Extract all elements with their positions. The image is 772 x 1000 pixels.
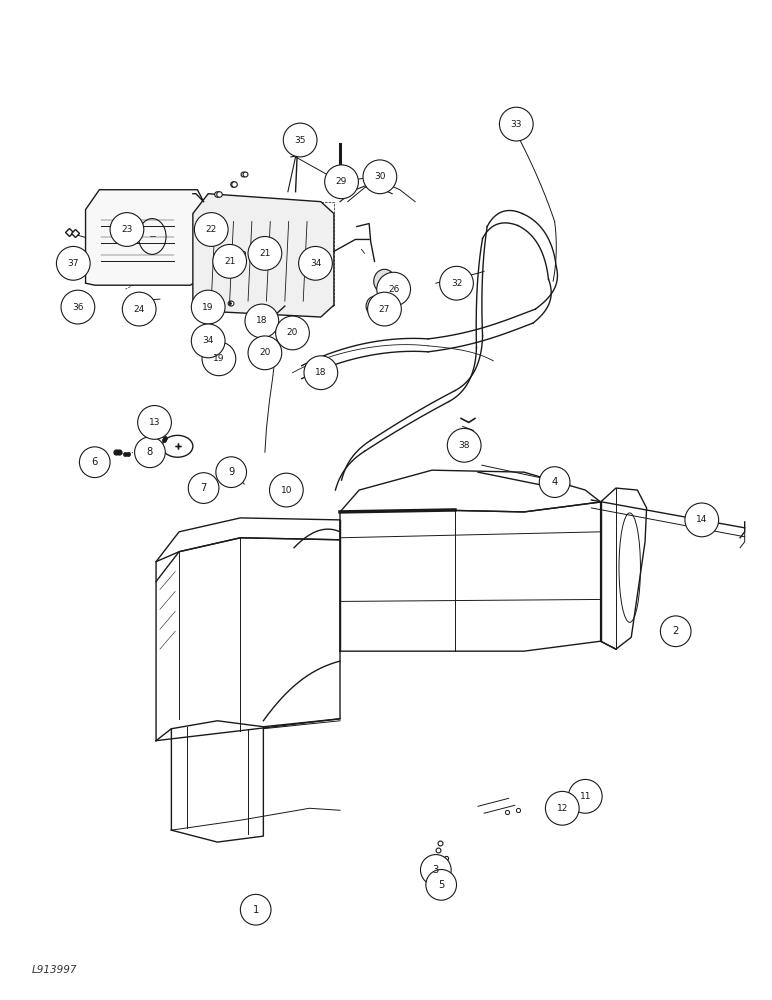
- Ellipse shape: [660, 616, 691, 647]
- Text: 21: 21: [259, 249, 271, 258]
- Ellipse shape: [367, 292, 401, 326]
- Ellipse shape: [439, 266, 473, 300]
- Ellipse shape: [56, 246, 90, 280]
- Ellipse shape: [540, 467, 570, 497]
- Text: 19: 19: [213, 354, 225, 363]
- Text: 6: 6: [92, 457, 98, 467]
- Text: 12: 12: [557, 804, 568, 813]
- Ellipse shape: [377, 272, 411, 306]
- Ellipse shape: [269, 473, 303, 507]
- Ellipse shape: [213, 244, 246, 278]
- Text: 22: 22: [205, 225, 217, 234]
- Text: 23: 23: [121, 225, 133, 234]
- Ellipse shape: [110, 213, 144, 246]
- Text: 27: 27: [379, 305, 390, 314]
- Ellipse shape: [276, 316, 310, 350]
- Ellipse shape: [122, 292, 156, 326]
- Text: 20: 20: [287, 328, 298, 337]
- Text: 2: 2: [672, 626, 679, 636]
- Text: 3: 3: [432, 865, 439, 875]
- Ellipse shape: [366, 296, 384, 316]
- Polygon shape: [86, 190, 204, 285]
- Text: 24: 24: [134, 305, 145, 314]
- Ellipse shape: [304, 356, 337, 390]
- Ellipse shape: [421, 855, 451, 885]
- Ellipse shape: [134, 437, 165, 468]
- Text: L913997: L913997: [32, 965, 77, 975]
- Ellipse shape: [162, 435, 193, 457]
- Ellipse shape: [447, 428, 481, 462]
- Ellipse shape: [195, 213, 228, 246]
- Text: 29: 29: [336, 177, 347, 186]
- Text: 21: 21: [224, 257, 235, 266]
- Text: 8: 8: [147, 447, 153, 457]
- Text: 19: 19: [202, 303, 214, 312]
- Ellipse shape: [685, 503, 719, 537]
- Ellipse shape: [61, 290, 95, 324]
- Ellipse shape: [191, 290, 225, 324]
- Ellipse shape: [191, 324, 225, 358]
- Ellipse shape: [363, 160, 397, 194]
- Text: 1: 1: [252, 905, 259, 915]
- Text: 37: 37: [67, 259, 79, 268]
- Ellipse shape: [137, 406, 171, 439]
- Ellipse shape: [245, 304, 279, 338]
- Ellipse shape: [299, 246, 333, 280]
- Text: 36: 36: [72, 303, 83, 312]
- Ellipse shape: [499, 107, 533, 141]
- Text: 18: 18: [256, 316, 268, 325]
- Ellipse shape: [426, 869, 456, 900]
- Text: 34: 34: [202, 336, 214, 345]
- Text: 26: 26: [388, 285, 399, 294]
- Text: 35: 35: [294, 136, 306, 145]
- Ellipse shape: [248, 336, 282, 370]
- Ellipse shape: [202, 342, 235, 376]
- Ellipse shape: [80, 447, 110, 478]
- Ellipse shape: [248, 236, 282, 270]
- Text: 11: 11: [580, 792, 591, 801]
- Ellipse shape: [568, 779, 602, 813]
- Text: 5: 5: [438, 880, 445, 890]
- Text: 32: 32: [451, 279, 462, 288]
- Ellipse shape: [188, 473, 219, 503]
- Text: 34: 34: [310, 259, 321, 268]
- Text: 13: 13: [149, 418, 161, 427]
- Text: 33: 33: [510, 120, 522, 129]
- Ellipse shape: [546, 791, 579, 825]
- Text: 38: 38: [459, 441, 470, 450]
- Text: 9: 9: [228, 467, 235, 477]
- Text: 10: 10: [280, 486, 292, 495]
- Text: 4: 4: [551, 477, 557, 487]
- Text: 18: 18: [315, 368, 327, 377]
- Text: 14: 14: [696, 515, 707, 524]
- Text: 20: 20: [259, 348, 271, 357]
- Text: 7: 7: [201, 483, 207, 493]
- Ellipse shape: [240, 894, 271, 925]
- Text: 30: 30: [374, 172, 386, 181]
- Ellipse shape: [374, 269, 395, 293]
- Ellipse shape: [216, 457, 246, 488]
- Ellipse shape: [283, 123, 317, 157]
- Polygon shape: [193, 194, 334, 317]
- Ellipse shape: [325, 165, 358, 199]
